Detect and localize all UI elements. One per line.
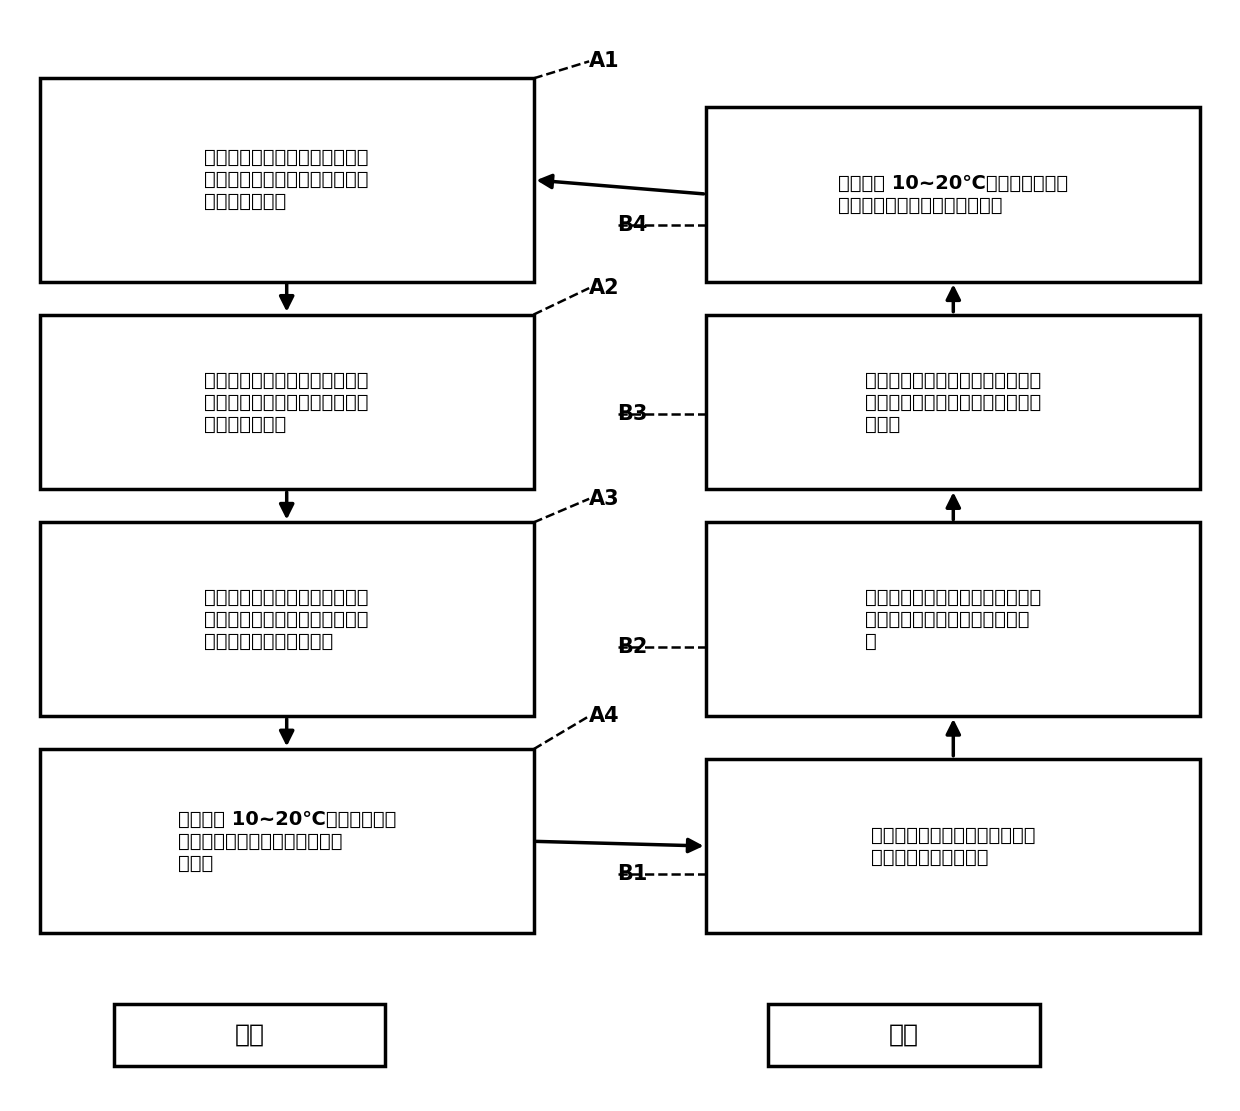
Text: A2: A2 (589, 278, 620, 298)
Text: 材料和水的温升突变时，记录加
热时间、水温和材料温度，计算
材料固态比热容: 材料和水的温升突变时，记录加 热时间、水温和材料温度，计算 材料固态比热容 (205, 370, 370, 433)
Text: 获取材料温度，容器水温，打开
搅拌器、加热器，观察待测材料
和水的温升变化: 获取材料温度，容器水温，打开 搅拌器、加热器，观察待测材料 和水的温升变化 (205, 149, 370, 211)
Text: B4: B4 (618, 214, 649, 234)
FancyBboxPatch shape (707, 759, 1200, 933)
FancyBboxPatch shape (707, 522, 1200, 717)
FancyBboxPatch shape (40, 522, 533, 717)
FancyBboxPatch shape (707, 107, 1200, 281)
Text: 继续加热，当材料和水的温升出
现第二次变化时，记录加热时间
和温度，计算材料熔化热: 继续加热，当材料和水的温升出 现第二次变化时，记录加热时间 和温度，计算材料熔化… (205, 588, 370, 651)
FancyBboxPatch shape (40, 314, 533, 489)
Text: A4: A4 (589, 707, 620, 727)
Text: 继续升温 10~20℃，记录升温后
的材料和水温，计算材料液态比
热容。: 继续升温 10~20℃，记录升温后 的材料和水温，计算材料液态比 热容。 (177, 810, 396, 873)
Text: A3: A3 (589, 489, 620, 509)
Text: 凝固: 凝固 (889, 1023, 919, 1047)
Text: 加热: 加热 (234, 1023, 264, 1047)
Text: B3: B3 (618, 403, 649, 423)
Text: 降温出现第二次突变点，记录冷却
时间、水温和材料温度，计算材料
凝固热: 降温出现第二次突变点，记录冷却 时间、水温和材料温度，计算材料 凝固热 (866, 370, 1042, 433)
Text: 继续降温 10~20℃，记录降温后材
料和水温，计算固体材料比热容: 继续降温 10~20℃，记录降温后材 料和水温，计算固体材料比热容 (838, 173, 1069, 214)
FancyBboxPatch shape (40, 79, 533, 281)
Text: B1: B1 (618, 864, 649, 884)
Text: 记录材料液态的温度，打开循环
泵，开始冷却相变材料: 记录材料液态的温度，打开循环 泵，开始冷却相变材料 (870, 825, 1035, 867)
FancyBboxPatch shape (768, 1004, 1039, 1065)
Text: B2: B2 (618, 637, 649, 657)
FancyBboxPatch shape (40, 749, 533, 933)
Text: 降温出现第一次突变点，记录冷却
时间和温度，计算材料液态比热
容: 降温出现第一次突变点，记录冷却 时间和温度，计算材料液态比热 容 (866, 588, 1042, 651)
FancyBboxPatch shape (114, 1004, 386, 1065)
Text: A1: A1 (589, 51, 620, 71)
FancyBboxPatch shape (707, 314, 1200, 489)
